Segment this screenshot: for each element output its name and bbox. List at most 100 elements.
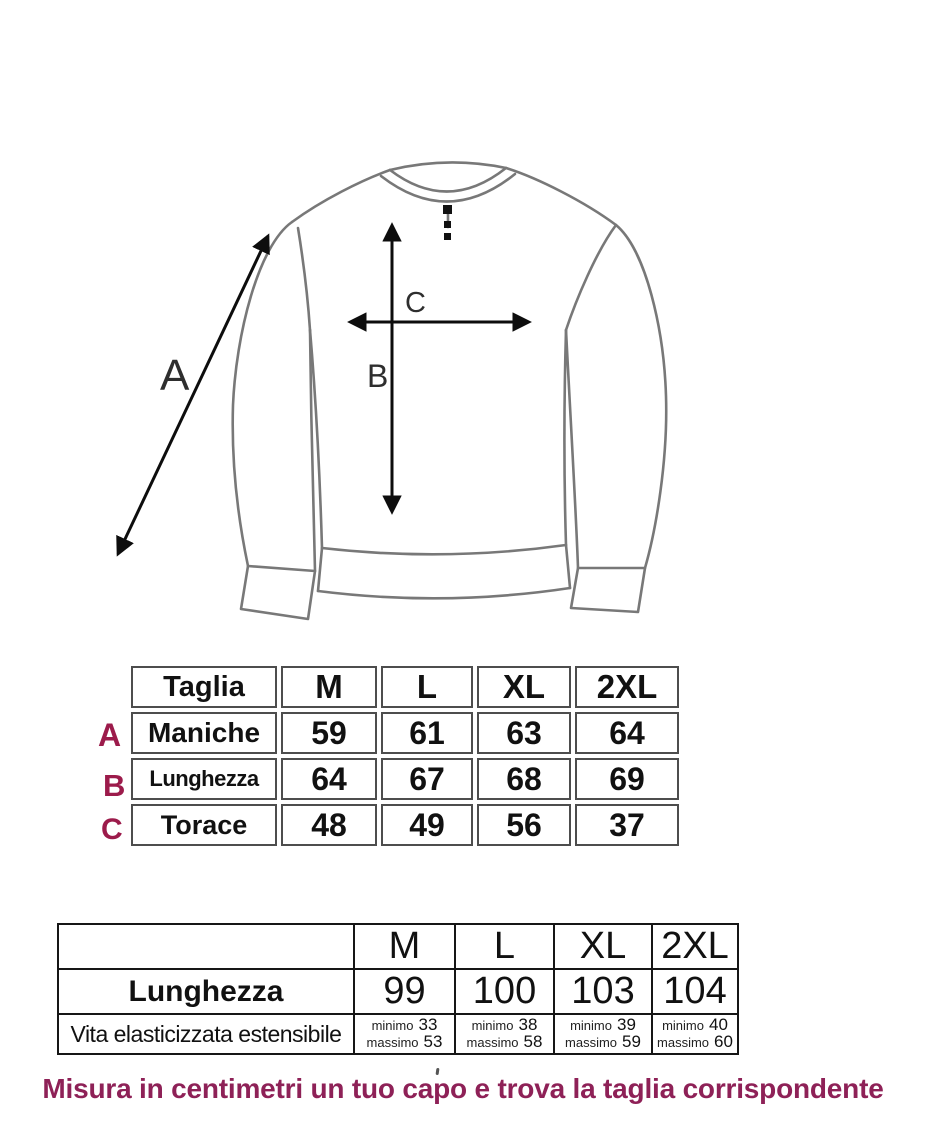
collar-band-line <box>379 172 517 203</box>
length-l: 100 <box>454 968 555 1015</box>
waistband-bottom-line <box>316 586 572 600</box>
sweatshirt-diagram: A B C <box>116 161 668 621</box>
max-value: 53 <box>423 1032 443 1051</box>
length-xl: 103 <box>553 968 653 1015</box>
length-table-row-lunghezza: Lunghezza 99 100 103 104 <box>57 968 739 1015</box>
length-table-header-row: M L XL 2XL <box>57 923 739 970</box>
size-table-row-maniche: Maniche 59 61 63 64 <box>131 712 679 754</box>
length-table-row-vita: Vita elasticizzata estensibile minimo 33… <box>57 1013 739 1055</box>
waist-max-line: massimo 53 <box>355 1032 454 1051</box>
label-b: B <box>367 358 388 394</box>
lunghezza-2xl: 69 <box>575 758 679 800</box>
maniche-m: 59 <box>281 712 377 754</box>
body-right-line <box>563 328 568 547</box>
torace-m: 48 <box>281 804 377 846</box>
button-icon <box>444 221 451 228</box>
size-table-marker-a: A <box>98 717 122 753</box>
label-c: C <box>405 287 426 319</box>
left-armhole-seam <box>296 226 312 332</box>
left-cuff <box>239 564 317 621</box>
size-table-header-xl: XL <box>477 666 571 708</box>
size-table-header-2xl: 2XL <box>575 666 679 708</box>
max-value: 59 <box>622 1032 641 1051</box>
max-word: massimo <box>657 1035 710 1050</box>
length-table-header-m: M <box>353 923 456 970</box>
row-label-lunghezza: Lunghezza <box>131 758 277 800</box>
min-value: 39 <box>616 1015 636 1034</box>
maniche-l: 61 <box>381 712 473 754</box>
waist-min-line: minimo 39 <box>555 1015 651 1034</box>
size-table-row-torace: Torace 48 49 56 37 <box>131 804 679 846</box>
length-m: 99 <box>353 968 456 1015</box>
label-a: A <box>160 351 190 400</box>
row-label-torace: Torace <box>131 804 277 846</box>
left-shoulder-line <box>290 168 392 224</box>
footer-note: Misura in centimetri un tuo capo e trova… <box>42 1073 884 1104</box>
waistband-top-line <box>320 543 568 556</box>
size-table-row-lunghezza: Lunghezza 64 67 68 69 <box>131 758 679 800</box>
length-table: M L XL 2XL Lunghezza 99 100 103 104 Vita… <box>57 923 739 1055</box>
row-label-maniche: Maniche <box>131 712 277 754</box>
collar-inner-line <box>388 166 508 193</box>
min-word: minimo <box>662 1018 704 1033</box>
waist-2xl: minimo 40 massimo 60 <box>651 1013 739 1055</box>
waist-min-line: minimo 40 <box>653 1015 737 1034</box>
size-table-marker-c: C <box>101 813 123 846</box>
right-cuff <box>569 566 647 614</box>
size-table: Taglia M L XL 2XL Maniche 59 61 63 64 Lu… <box>127 662 683 850</box>
min-word: minimo <box>570 1018 612 1033</box>
length-row-label: Lunghezza <box>57 968 355 1015</box>
max-value: 60 <box>714 1032 733 1051</box>
lunghezza-xl: 68 <box>477 758 571 800</box>
waist-xl: minimo 39 massimo 59 <box>553 1013 653 1055</box>
length-2xl: 104 <box>651 968 739 1015</box>
min-value: 40 <box>708 1015 728 1034</box>
length-table-header-xl: XL <box>553 923 653 970</box>
min-value: 33 <box>418 1015 438 1034</box>
waist-max-line: massimo 58 <box>456 1032 553 1051</box>
torace-2xl: 37 <box>575 804 679 846</box>
max-word: massimo <box>565 1035 618 1050</box>
max-word: massimo <box>466 1035 519 1050</box>
torace-xl: 56 <box>477 804 571 846</box>
lunghezza-m: 64 <box>281 758 377 800</box>
measurement-arrows <box>116 222 532 557</box>
waist-l: minimo 38 massimo 58 <box>454 1013 555 1055</box>
waist-max-line: massimo 60 <box>653 1032 737 1051</box>
waist-m: minimo 33 massimo 53 <box>353 1013 456 1055</box>
min-word: minimo <box>471 1018 514 1033</box>
sweatshirt-outline-icon <box>231 161 668 621</box>
min-word: minimo <box>371 1018 414 1033</box>
placket-buttons-icon <box>443 205 452 240</box>
size-table-header-m: M <box>281 666 377 708</box>
size-table-marker-b: B <box>103 768 126 803</box>
size-table-header-row: Taglia M L XL 2XL <box>131 666 679 708</box>
arrow-labels: A B C <box>160 287 426 400</box>
button-icon <box>444 233 451 240</box>
length-table-header-l: L <box>454 923 555 970</box>
left-sleeve-outer <box>231 220 294 568</box>
left-sleeve-inner <box>308 328 317 573</box>
waist-min-line: minimo 38 <box>456 1015 553 1034</box>
body-left-line <box>308 328 324 550</box>
collar-outer-line <box>388 161 508 172</box>
lunghezza-l: 67 <box>381 758 473 800</box>
right-sleeve-outer <box>614 223 668 570</box>
waist-max-line: massimo 59 <box>555 1032 651 1051</box>
waistband-left-edge <box>316 546 324 593</box>
right-shoulder-line <box>504 166 618 227</box>
length-table-header-empty <box>57 923 355 970</box>
maniche-2xl: 64 <box>575 712 679 754</box>
maniche-xl: 63 <box>477 712 571 754</box>
length-table-header-2xl: 2XL <box>651 923 739 970</box>
max-word: massimo <box>366 1035 419 1050</box>
waistband-right-edge <box>564 543 572 590</box>
min-value: 38 <box>518 1015 538 1034</box>
torace-l: 49 <box>381 804 473 846</box>
right-sleeve-inner <box>564 328 580 570</box>
right-armhole-seam <box>564 223 618 332</box>
waist-row-label: Vita elasticizzata estensibile <box>57 1013 355 1055</box>
max-value: 58 <box>523 1032 543 1051</box>
size-table-header-l: L <box>381 666 473 708</box>
